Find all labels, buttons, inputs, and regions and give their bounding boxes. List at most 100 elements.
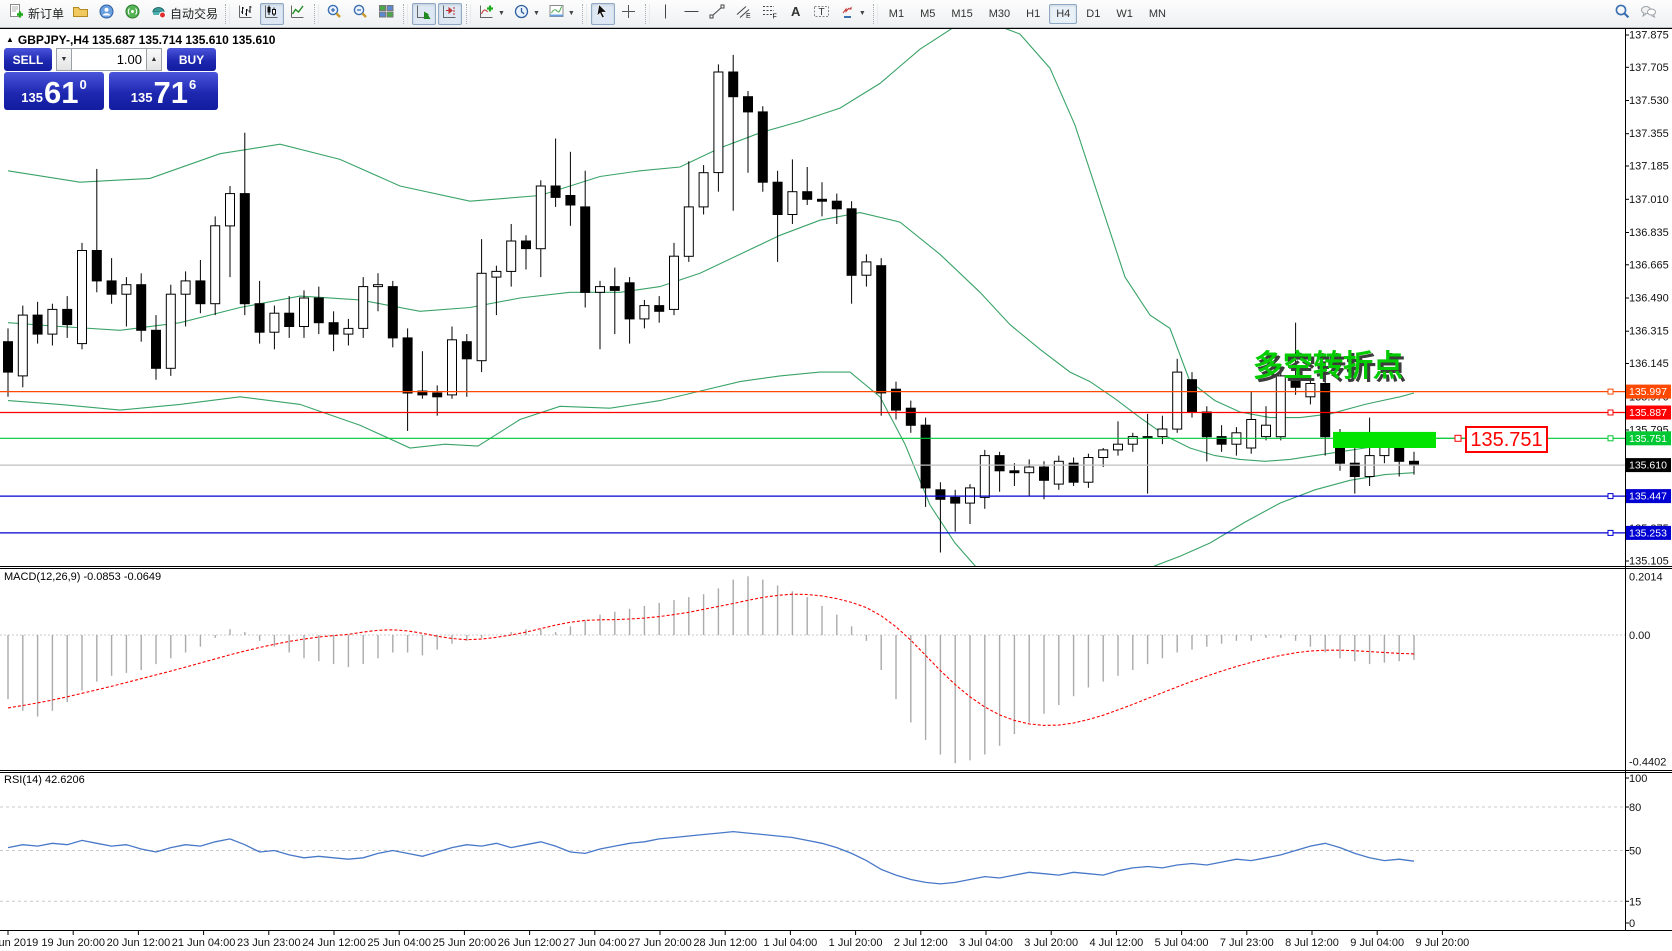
sell-price-sup: 0 (79, 77, 87, 92)
vline-button[interactable] (654, 3, 678, 25)
text-button[interactable]: A (784, 3, 808, 25)
toolbar-group-timeframes: M1 M5 M15 M30 H1 H4 D1 W1 MN (881, 3, 1174, 24)
candles-button[interactable] (260, 2, 285, 25)
crosshair-icon (620, 3, 637, 25)
chart-shift-icon (441, 3, 458, 25)
signals-button[interactable] (121, 3, 145, 25)
chevron-down-icon[interactable]: ▼ (858, 10, 866, 17)
crosshair-button[interactable] (617, 3, 641, 25)
svg-text:136.490: 136.490 (1629, 293, 1669, 305)
svg-text:9 Jul 20:00: 9 Jul 20:00 (1415, 937, 1469, 949)
svg-text:9 Jul 04:00: 9 Jul 04:00 (1350, 937, 1404, 949)
svg-text:137.185: 137.185 (1629, 161, 1669, 173)
timeframe-H1-button[interactable]: H1 (1026, 7, 1041, 20)
chevron-down-icon[interactable]: ▼ (567, 10, 575, 17)
tile-windows-button[interactable] (375, 3, 399, 25)
timeframe-M30-button[interactable]: M30 (988, 7, 1011, 20)
text-label-button[interactable]: T (810, 3, 834, 25)
new-order-button[interactable]: 新订单 (5, 3, 67, 25)
bars-button[interactable] (234, 3, 258, 25)
svg-text:7 Jul 23:00: 7 Jul 23:00 (1220, 937, 1274, 949)
channel-button[interactable]: E (732, 3, 756, 25)
zoom-out-button[interactable] (349, 3, 373, 25)
sell-price-big: 61 (43, 75, 79, 110)
search-button[interactable] (1611, 3, 1635, 25)
highlight-box (1333, 431, 1436, 448)
search-icon (1614, 3, 1631, 25)
svg-text:1 Jul 20:00: 1 Jul 20:00 (829, 937, 883, 949)
svg-text:3 Jul 20:00: 3 Jul 20:00 (1024, 937, 1078, 949)
line-chart-button[interactable] (286, 3, 310, 25)
svg-text:T: T (818, 7, 824, 18)
new-order-icon (8, 3, 25, 25)
chart-shift-button[interactable] (438, 2, 463, 25)
sell-price-prefix: 135 (21, 90, 43, 105)
autotrading-button[interactable]: 自动交易 (147, 3, 221, 25)
svg-text:2 Jul 12:00: 2 Jul 12:00 (894, 937, 948, 949)
cursor-button[interactable] (590, 2, 615, 25)
buy-price[interactable]: 135 71 6 (109, 72, 218, 110)
timeframe-M1-button[interactable]: M1 (888, 7, 905, 20)
templates-button[interactable]: ▼ (545, 3, 578, 25)
svg-text:136.665: 136.665 (1629, 259, 1669, 271)
timeframe-D1-button[interactable]: D1 (1086, 7, 1101, 20)
zoom-in-button[interactable] (323, 3, 347, 25)
chevron-down-icon[interactable]: ▼ (532, 10, 540, 17)
timeframe-H4-button[interactable]: H4 (1049, 3, 1078, 24)
indicators-button[interactable]: ▼ (475, 3, 508, 25)
hline-axis-labels: 135.997 135.887 135.751 135.610 135.447 135.2… (1626, 384, 1671, 540)
svg-text:137.530: 137.530 (1629, 95, 1669, 107)
toolbar: 新订单 自动交易 ▼ ▼ ▼ E F A T ▼ M1 M5 M15 M30 H1 H4 D1 W1 MN (0, 0, 1672, 28)
fibonacci-button[interactable]: F (758, 3, 782, 25)
svg-text:135.751: 135.751 (1470, 429, 1542, 451)
svg-text:23 Jun 23:00: 23 Jun 23:00 (237, 937, 301, 949)
timeframe-M15-button[interactable]: M15 (951, 7, 973, 20)
buy-button[interactable]: BUY (167, 48, 216, 71)
symbol-ohlc-header: ▲ GBPJPY-,H4 135.687 135.714 135.610 135.… (6, 33, 275, 47)
svg-text:137.010: 137.010 (1629, 194, 1669, 206)
svg-text:137.355: 137.355 (1629, 128, 1669, 140)
svg-text:19 Jun 2019: 19 Jun 2019 (0, 937, 38, 949)
svg-text:137.875: 137.875 (1629, 30, 1669, 42)
volume-up-button[interactable]: ▲ (146, 48, 162, 71)
volume-input[interactable] (72, 48, 146, 71)
chat-button[interactable] (1637, 3, 1661, 25)
svg-text:135.447: 135.447 (1629, 491, 1667, 503)
auto-scroll-button[interactable] (412, 2, 437, 25)
hline-button[interactable] (680, 3, 704, 25)
signals-icon (124, 3, 141, 25)
toolbar-right (1610, 3, 1662, 25)
auto-scroll-icon (415, 3, 432, 25)
svg-text:136.315: 136.315 (1629, 326, 1669, 338)
svg-text:8 Jul 12:00: 8 Jul 12:00 (1285, 937, 1339, 949)
chevron-down-icon[interactable]: ▼ (498, 10, 505, 17)
svg-text:0: 0 (1629, 918, 1635, 930)
periods-button[interactable]: ▼ (510, 3, 543, 25)
toolbar-group-chart-type (233, 2, 311, 25)
buy-price-big: 71 (153, 75, 188, 110)
arrows-button[interactable]: ▼ (836, 3, 869, 25)
svg-text:135.887: 135.887 (1629, 407, 1667, 419)
community-button[interactable] (95, 3, 119, 25)
svg-text:25 Jun 20:00: 25 Jun 20:00 (433, 937, 497, 949)
zoom-out-icon (352, 3, 369, 25)
rsi-label: RSI(14) 42.6206 (4, 774, 85, 786)
timeframe-MN-button[interactable]: MN (1148, 7, 1166, 20)
price-callout: 135.751 (1436, 426, 1548, 453)
sell-button[interactable]: SELL (4, 48, 52, 71)
svg-text:135.997: 135.997 (1629, 386, 1667, 398)
candles (3, 54, 1419, 553)
svg-text:136.835: 136.835 (1629, 227, 1669, 239)
panel-collapse-arrow[interactable]: ▲ (6, 35, 14, 44)
trendline-button[interactable] (706, 3, 730, 25)
volume-down-button[interactable]: ▼ (56, 48, 72, 71)
timeframe-M5-button[interactable]: M5 (920, 7, 936, 20)
timeframe-W1-button[interactable]: W1 (1116, 7, 1133, 20)
sell-price[interactable]: 135 61 0 (4, 72, 104, 110)
toolbar-separator (872, 3, 878, 24)
profiles-button[interactable] (69, 3, 93, 25)
toolbar-separator (581, 3, 587, 24)
